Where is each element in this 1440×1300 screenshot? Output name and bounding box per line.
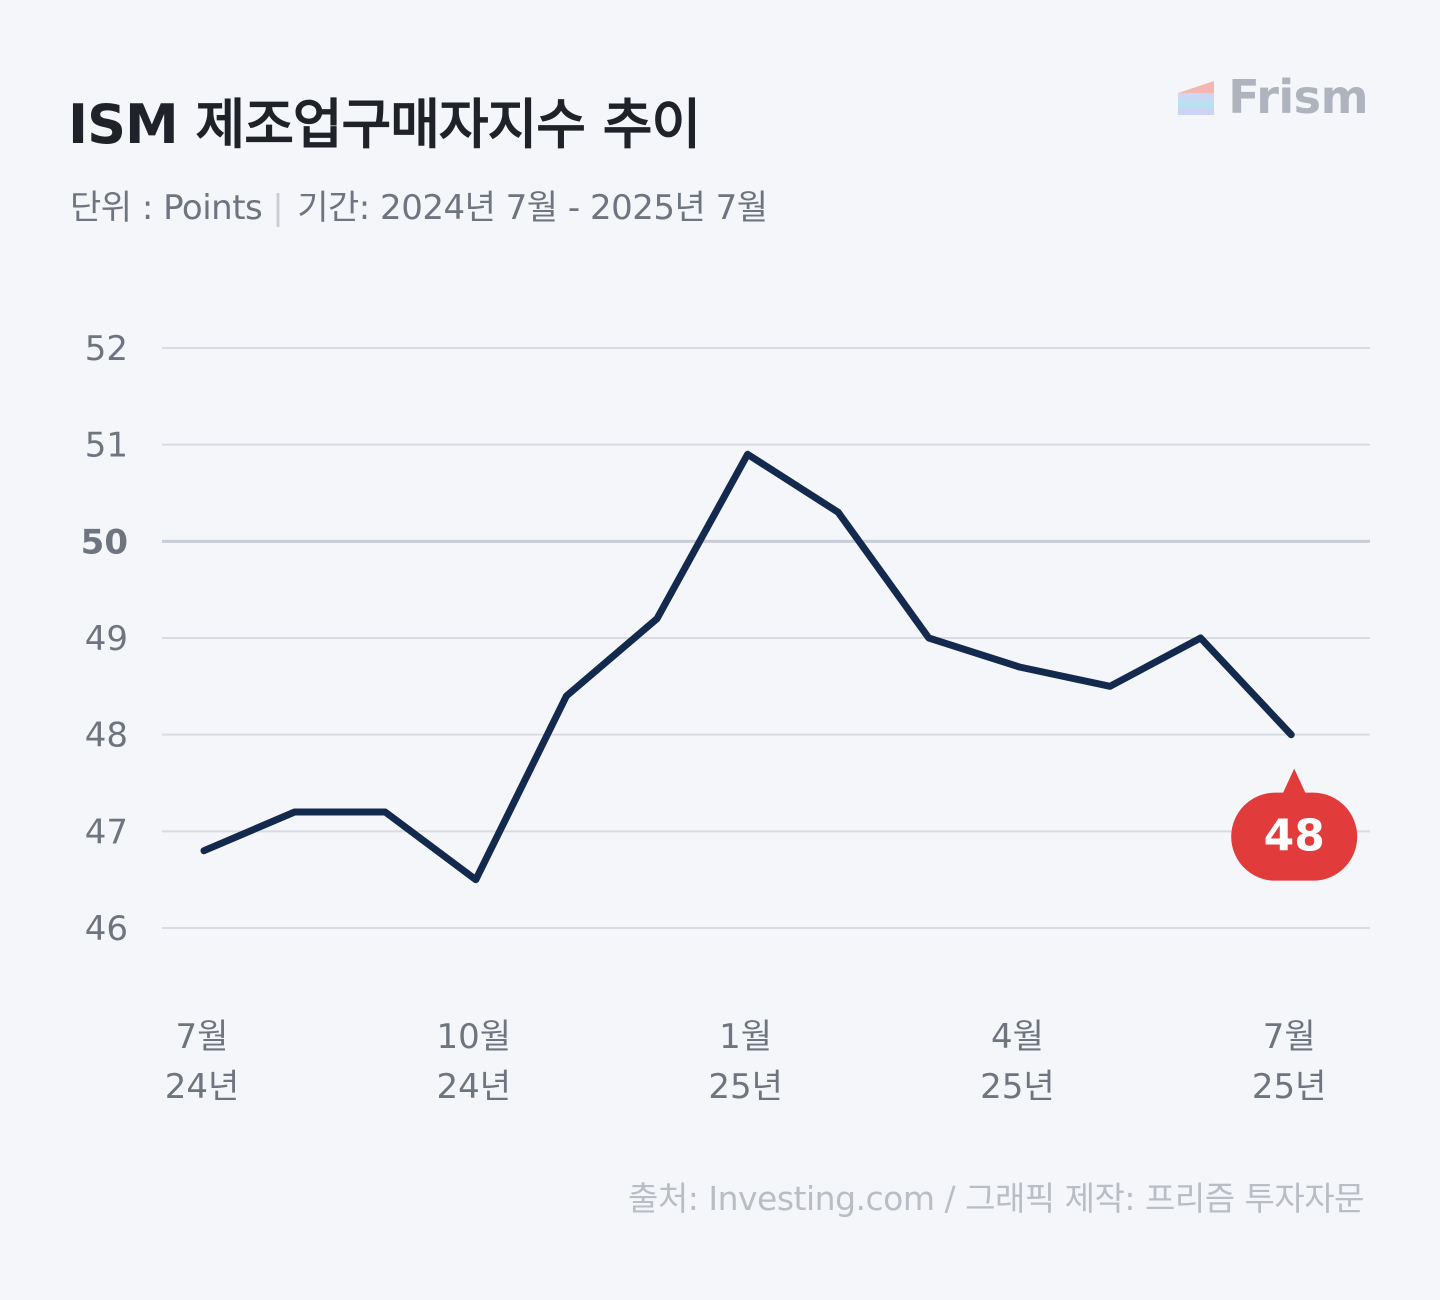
y-axis-ticks: 46 47 48 49 50 51 52 xyxy=(81,329,128,949)
data-point xyxy=(746,453,749,456)
subtitle-divider: | xyxy=(272,188,284,228)
series-path xyxy=(200,450,1295,884)
y-tick-label: 50 xyxy=(81,522,128,562)
data-point xyxy=(927,637,930,639)
x-tick-month: 7월 xyxy=(176,1017,229,1057)
x-tick-year: 24년 xyxy=(437,1067,512,1107)
data-point xyxy=(474,878,477,881)
unit-text: 단위 : Points xyxy=(70,188,263,228)
data-point xyxy=(1018,666,1021,668)
period-text: 기간: 2024년 7월 - 2025년 7월 xyxy=(297,188,768,228)
data-point xyxy=(1290,733,1293,736)
x-tick-month: 10월 xyxy=(437,1017,512,1057)
x-tick-month: 1월 xyxy=(719,1017,772,1057)
y-tick-label: 52 xyxy=(85,329,128,369)
data-point xyxy=(293,811,296,813)
callout-pointer xyxy=(1282,768,1307,795)
x-tick-year: 25년 xyxy=(708,1067,783,1107)
y-tick-label: 49 xyxy=(85,619,128,659)
brand-name: Frism xyxy=(1228,70,1368,124)
data-point xyxy=(565,695,568,697)
series-line xyxy=(200,450,1295,884)
x-tick-month: 4월 xyxy=(991,1017,1044,1057)
y-tick-label: 47 xyxy=(85,812,128,852)
data-point xyxy=(1109,685,1111,688)
y-tick-label: 46 xyxy=(85,909,128,949)
grid-lines xyxy=(162,347,1370,929)
frism-logo-icon xyxy=(1178,81,1215,115)
chart-title: ISM 제조업구매자지수 추이 xyxy=(68,93,701,156)
callout-badge xyxy=(1231,792,1358,881)
y-tick-label: 48 xyxy=(85,716,128,756)
x-tick-month: 7월 xyxy=(1263,1017,1316,1057)
data-point xyxy=(384,811,387,813)
x-axis-ticks: 7월 24년 10월 24년 1월 25년 4월 25년 7월 25년 xyxy=(165,1017,1327,1107)
source-note: 출처: Investing.com / 그래픽 제작: 프리즘 투자자문 xyxy=(628,1179,1364,1218)
x-tick-year: 25년 xyxy=(980,1067,1055,1107)
data-point xyxy=(1199,637,1202,639)
y-tick-label: 51 xyxy=(85,426,128,466)
data-point xyxy=(656,617,658,620)
callout-value: 48 xyxy=(1264,811,1325,862)
data-point xyxy=(203,849,205,852)
last-value-callout: 48 xyxy=(1231,768,1358,881)
brand-logo: Frism xyxy=(1176,70,1368,124)
x-tick-year: 25년 xyxy=(1252,1067,1327,1107)
x-tick-year: 24년 xyxy=(165,1067,240,1107)
chart-subtitle: 단위 : Points | 기간: 2024년 7월 - 2025년 7월 xyxy=(70,180,768,229)
data-point xyxy=(837,511,840,514)
